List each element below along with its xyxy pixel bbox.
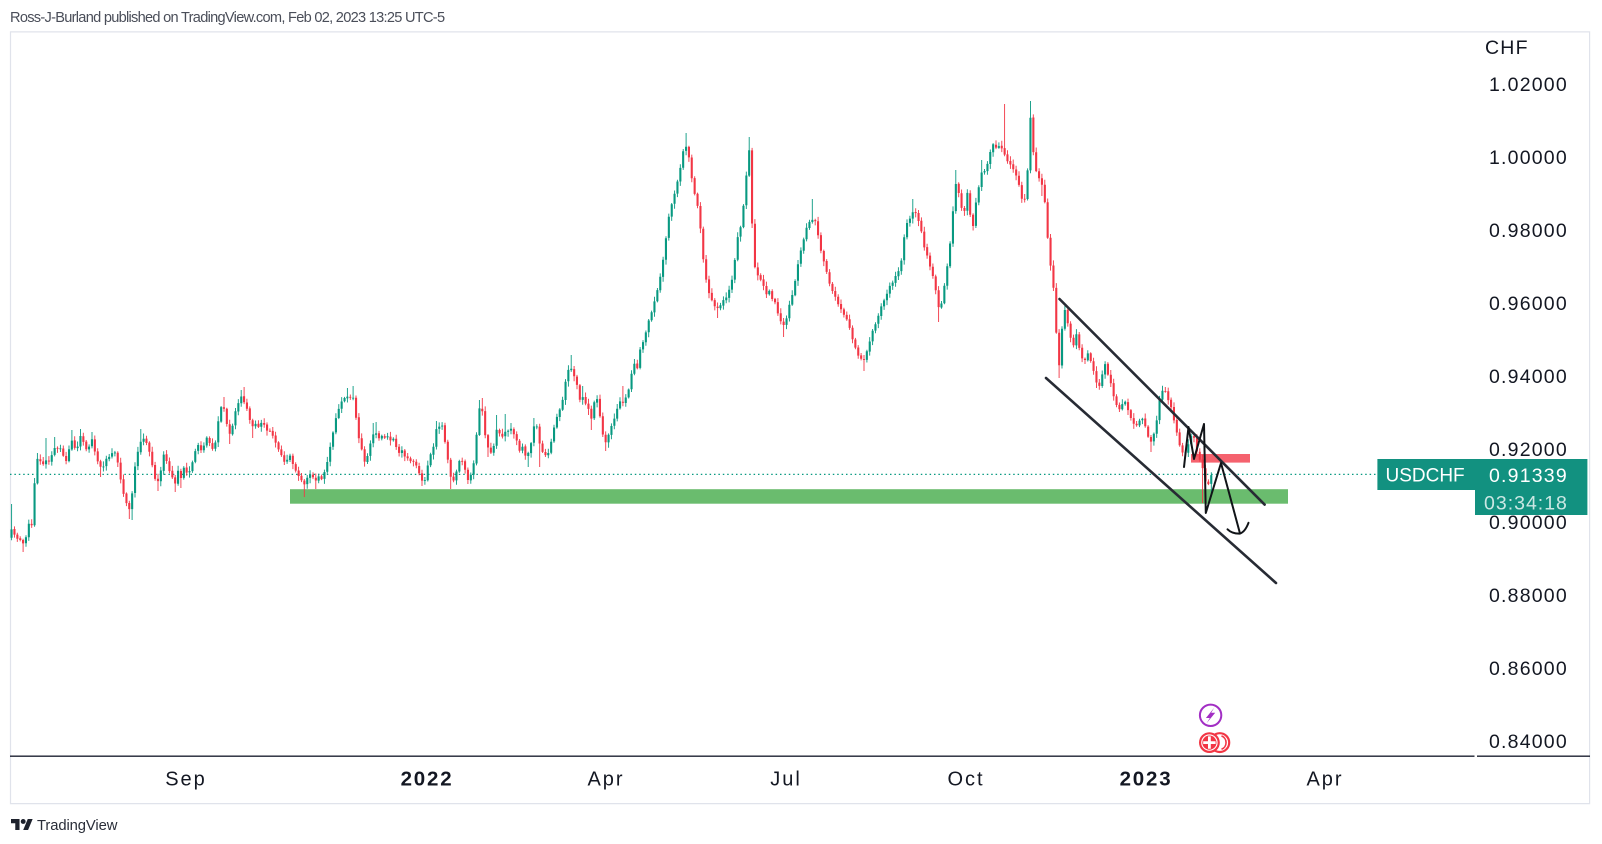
svg-text:0.98000: 0.98000	[1489, 220, 1568, 242]
svg-text:0.96000: 0.96000	[1489, 293, 1568, 315]
svg-text:Oct: Oct	[947, 769, 984, 791]
svg-text:2022: 2022	[401, 768, 454, 791]
svg-text:0.86000: 0.86000	[1489, 658, 1568, 680]
svg-text:Apr: Apr	[1306, 769, 1343, 791]
svg-text:0.92000: 0.92000	[1489, 439, 1568, 461]
svg-text:0.94000: 0.94000	[1489, 366, 1568, 388]
svg-text:0.84000: 0.84000	[1489, 731, 1568, 753]
svg-text:Jul: Jul	[770, 769, 802, 791]
svg-text:CHF: CHF	[1485, 37, 1529, 59]
svg-text:2023: 2023	[1120, 768, 1173, 791]
svg-text:Apr: Apr	[587, 769, 624, 791]
svg-text:1.02000: 1.02000	[1489, 74, 1568, 96]
svg-text:TradingView: TradingView	[37, 818, 118, 834]
svg-text:0.90000: 0.90000	[1489, 512, 1568, 534]
svg-text:USDCHF: USDCHF	[1386, 466, 1465, 487]
svg-text:1.00000: 1.00000	[1489, 147, 1568, 169]
svg-text:Ross-J-Burland published on Tr: Ross-J-Burland published on TradingView.…	[10, 10, 445, 26]
svg-text:03:34:18: 03:34:18	[1484, 493, 1568, 515]
svg-text:Sep: Sep	[165, 769, 207, 791]
svg-text:0.91339: 0.91339	[1489, 465, 1568, 487]
svg-text:0.88000: 0.88000	[1489, 585, 1568, 607]
